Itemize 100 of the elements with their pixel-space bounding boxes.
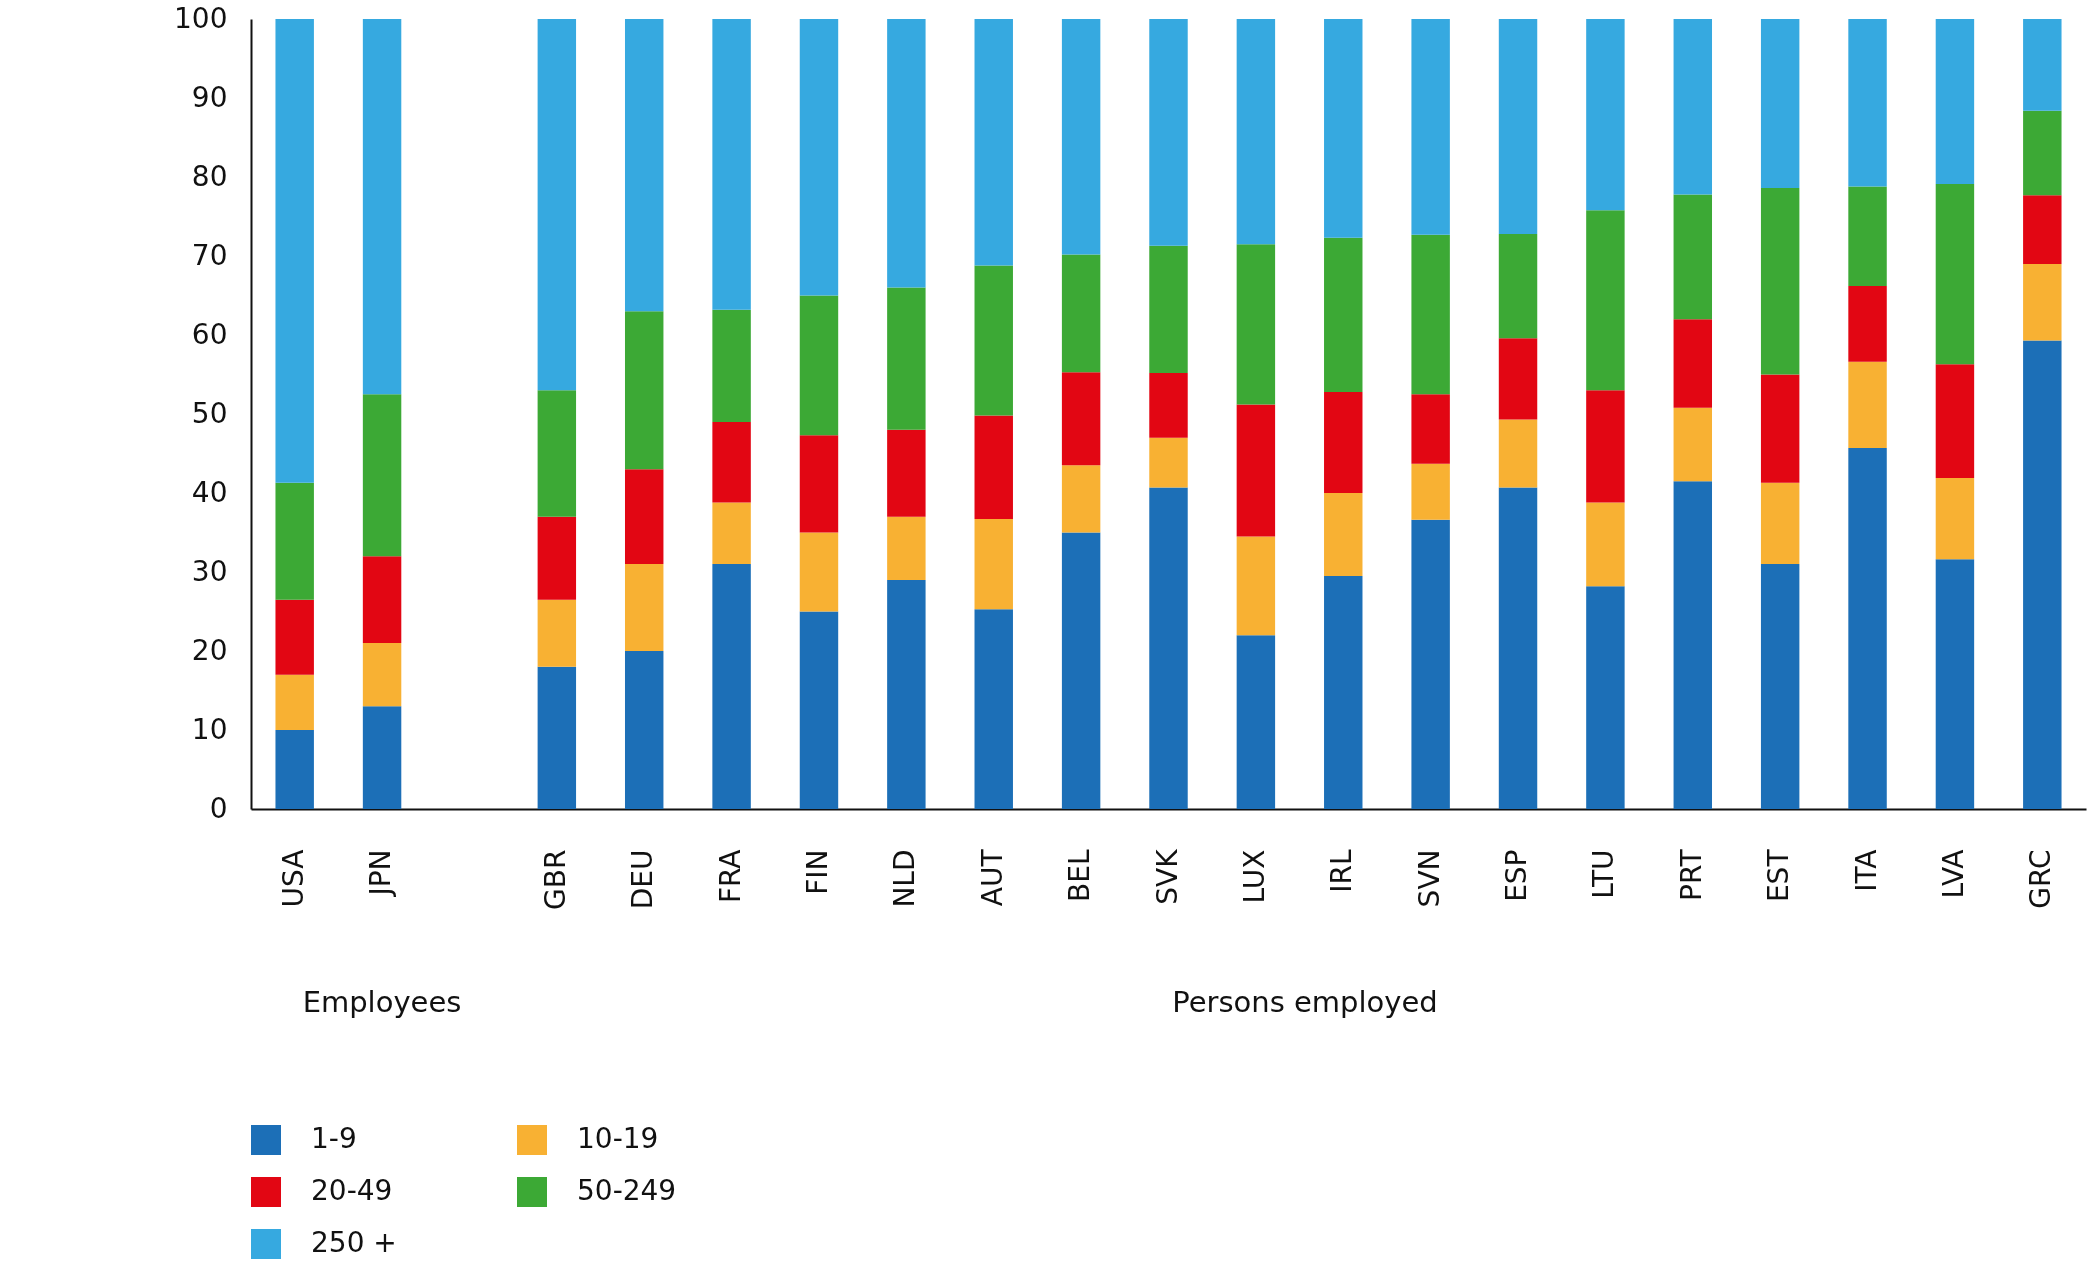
x-tick-label: BEL [1063,849,1097,902]
bar [2023,340,2062,809]
bar [1149,19,1188,246]
bar [799,295,839,436]
bar [1848,19,1887,187]
bar [1498,419,1538,488]
bar [1673,194,1713,320]
bar [887,579,926,809]
bar [1498,338,1538,420]
y-tick-label: 100 [174,1,228,35]
x-tick-label: PRT [1674,848,1708,901]
bar [974,19,1013,266]
bar [887,429,926,517]
bar [1760,188,1800,375]
bar [712,19,751,310]
legend-label: 10-19 [577,1122,659,1155]
x-tick-label: LTU [1587,849,1621,899]
bar [887,287,926,430]
bar [1236,19,1276,245]
x-tick-label: USA [276,849,310,908]
bar [362,556,402,644]
bar [624,469,664,565]
bar [2023,195,2062,264]
bar [974,519,1013,610]
x-tick-label: NLD [888,849,922,908]
bar [1061,532,1101,809]
bar [1498,19,1538,234]
bar [1586,19,1625,211]
bar [1411,519,1450,809]
legend-label: 20-49 [311,1174,393,1207]
bar [1760,19,1800,189]
bar [799,19,839,296]
bar [1411,234,1450,395]
x-tick-label: ITA [1849,849,1883,892]
bar [2023,263,2062,341]
bar [537,516,577,600]
bar [1586,390,1625,503]
bar [362,643,402,707]
y-tick-label: 30 [191,554,228,588]
bar [1061,465,1101,533]
bar [1411,394,1450,464]
bar [799,435,839,533]
bar [1324,575,1363,809]
bar [887,19,926,288]
bar [1236,536,1276,636]
bar [1236,635,1276,809]
legend-label: 50-249 [577,1174,677,1207]
bar [712,309,751,422]
y-tick-label: 80 [191,159,228,193]
bar [537,666,577,809]
bar [1760,374,1800,483]
bar [1411,463,1450,520]
bar [1673,19,1713,195]
x-tick-label: LUX [1237,849,1271,904]
x-tick-label: GBR [538,849,572,910]
y-tick-label: 10 [191,712,228,746]
bar [275,674,314,730]
bar [712,421,751,503]
x-tick-label: LVA [1936,849,1970,899]
x-tick-label: GRC [2024,849,2058,909]
bar [1586,586,1625,809]
bar [1760,564,1800,809]
bar [1935,477,1975,560]
bar [1673,319,1713,408]
bar [1586,502,1625,587]
bar [275,482,314,600]
bar [362,19,402,395]
bar [537,390,577,517]
bar [2023,110,2062,196]
bar [1149,437,1188,488]
text: Employees [302,985,462,1019]
x-tick-label: ESP [1500,849,1534,902]
bar [362,394,402,557]
bar [1673,407,1713,482]
bar [1061,19,1101,255]
bar [1498,487,1538,809]
bar [1324,391,1363,493]
bar [624,311,664,470]
bar [887,516,926,580]
x-tick-label: FIN [800,849,834,895]
bar [1149,487,1188,809]
bar [624,564,664,651]
bar [1236,404,1276,537]
bar [1848,447,1887,809]
bar [974,609,1013,809]
bar [624,19,664,312]
bar [1935,364,1975,478]
y-tick-label: 90 [191,80,228,114]
bar [1848,286,1887,362]
bar [1848,186,1887,287]
x-tick-label: SVN [1412,849,1446,908]
bar [1848,361,1887,448]
x-tick-label: DEU [626,849,660,910]
legend-label: 1-9 [311,1122,357,1155]
bar [1935,184,1975,365]
bar [1324,19,1363,238]
bar [712,502,751,565]
bar [2023,19,2062,111]
bar [275,599,314,675]
bar [1061,254,1101,373]
